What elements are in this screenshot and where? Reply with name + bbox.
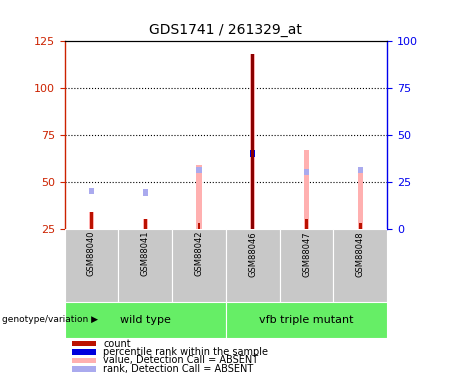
Bar — [304, 169, 309, 176]
Bar — [196, 167, 201, 173]
Bar — [142, 189, 148, 196]
Bar — [196, 165, 201, 229]
Bar — [72, 350, 95, 355]
Bar — [250, 150, 255, 157]
Text: genotype/variation ▶: genotype/variation ▶ — [2, 315, 98, 324]
Bar — [118, 229, 172, 302]
Text: GSM88047: GSM88047 — [302, 231, 311, 277]
Bar — [305, 219, 308, 229]
Bar — [65, 302, 226, 338]
Bar — [359, 223, 362, 229]
Bar — [65, 229, 118, 302]
Text: GSM88046: GSM88046 — [248, 231, 257, 277]
Bar — [72, 341, 95, 346]
Text: rank, Detection Call = ABSENT: rank, Detection Call = ABSENT — [103, 364, 254, 374]
Text: GSM88041: GSM88041 — [141, 231, 150, 276]
Bar — [89, 188, 94, 194]
Bar — [197, 223, 201, 229]
Bar — [333, 229, 387, 302]
Bar — [142, 219, 148, 229]
Bar — [90, 212, 93, 229]
Bar — [226, 302, 387, 338]
Text: count: count — [103, 339, 131, 349]
Bar — [89, 212, 94, 229]
Text: GSM88042: GSM88042 — [195, 231, 203, 276]
Text: percentile rank within the sample: percentile rank within the sample — [103, 347, 268, 357]
Bar — [72, 358, 95, 363]
Text: wild type: wild type — [120, 315, 171, 325]
Bar — [358, 167, 363, 173]
Title: GDS1741 / 261329_at: GDS1741 / 261329_at — [149, 24, 302, 38]
Text: vfb triple mutant: vfb triple mutant — [260, 315, 354, 325]
Text: GSM88040: GSM88040 — [87, 231, 96, 276]
Bar — [251, 54, 254, 229]
Bar — [304, 150, 309, 229]
Bar — [358, 169, 363, 229]
Bar — [250, 54, 255, 229]
Bar — [280, 229, 333, 302]
Bar — [72, 366, 95, 372]
Text: GSM88048: GSM88048 — [356, 231, 365, 277]
Bar — [226, 229, 280, 302]
Text: value, Detection Call = ABSENT: value, Detection Call = ABSENT — [103, 356, 258, 366]
Bar — [144, 219, 147, 229]
Bar — [172, 229, 226, 302]
